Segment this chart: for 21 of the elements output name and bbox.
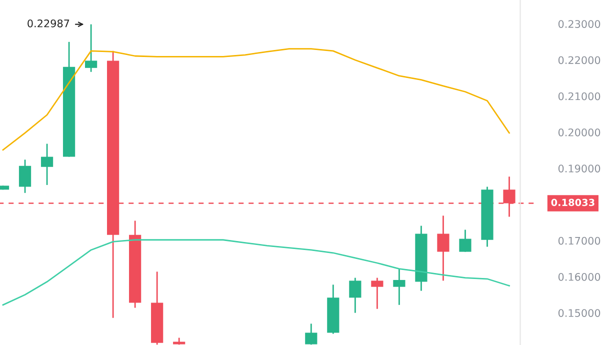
candlestick xyxy=(459,229,472,252)
ref-line-label: 0.18033 xyxy=(551,198,594,206)
y-tick-label: 0.16000 xyxy=(558,272,600,281)
candlestick xyxy=(18,158,32,194)
candlestick xyxy=(40,143,54,186)
candlestick xyxy=(393,268,406,306)
y-tick-label: 0.21000 xyxy=(558,92,600,100)
candlestick xyxy=(371,277,384,310)
annotation: 0.22987 xyxy=(28,19,70,28)
y-tick-label: 0.22000 xyxy=(558,56,600,64)
candlestick xyxy=(437,214,450,282)
candlestick xyxy=(305,322,318,345)
y-tick-label: 0.23000 xyxy=(558,20,600,28)
line-series xyxy=(2,48,510,151)
candlestick xyxy=(349,277,362,314)
y-tick-label: 0.17000 xyxy=(558,236,600,245)
candlestick xyxy=(84,24,98,73)
y-tick-label: 0.15000 xyxy=(558,309,600,317)
y-tick-label: 0.19000 xyxy=(558,164,600,172)
line-series xyxy=(2,239,510,306)
y-tick-label: 0.20000 xyxy=(558,128,600,136)
